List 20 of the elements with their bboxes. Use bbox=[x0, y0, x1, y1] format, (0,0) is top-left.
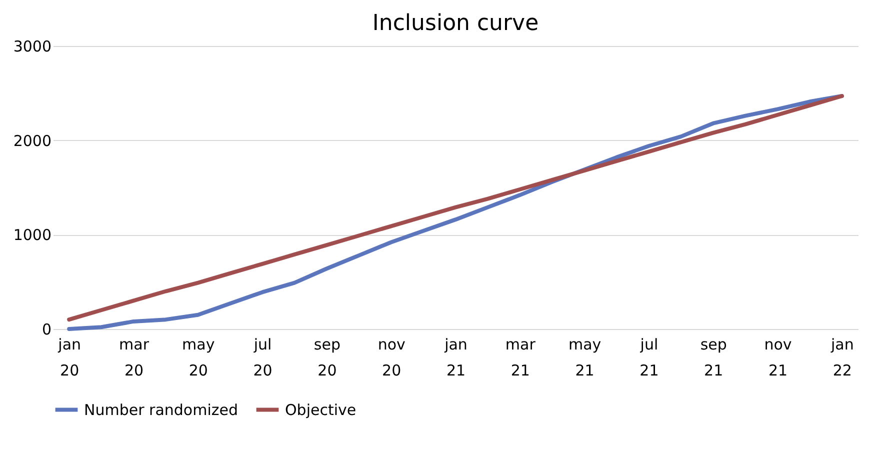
y-tick-label: 3000 bbox=[13, 38, 52, 56]
legend-label: Objective bbox=[285, 400, 356, 419]
y-tick-label: 2000 bbox=[13, 132, 52, 150]
x-tick-label: jan 20 bbox=[57, 336, 82, 380]
x-tick-label: mar 21 bbox=[505, 336, 536, 380]
x-tick-label: sep 21 bbox=[700, 336, 727, 380]
x-tick-label: mar 20 bbox=[119, 336, 150, 380]
x-tick-label: may 20 bbox=[182, 336, 215, 380]
y-tick-label: 0 bbox=[42, 320, 52, 338]
y-tick-label: 1000 bbox=[13, 226, 52, 244]
x-tick-label: sep 20 bbox=[314, 336, 340, 380]
x-tick-label: jul 20 bbox=[252, 336, 272, 380]
x-tick-label: nov 21 bbox=[764, 336, 792, 380]
x-tick-label: jan 22 bbox=[830, 336, 854, 380]
chart-title: Inclusion curve bbox=[372, 11, 539, 36]
x-tick-label: jan 21 bbox=[444, 336, 468, 380]
x-tick-label: jul 21 bbox=[639, 336, 659, 380]
x-tick-label: may 21 bbox=[568, 336, 602, 380]
legend-label: Number randomized bbox=[84, 400, 238, 419]
x-tick-label: nov 20 bbox=[378, 336, 406, 380]
